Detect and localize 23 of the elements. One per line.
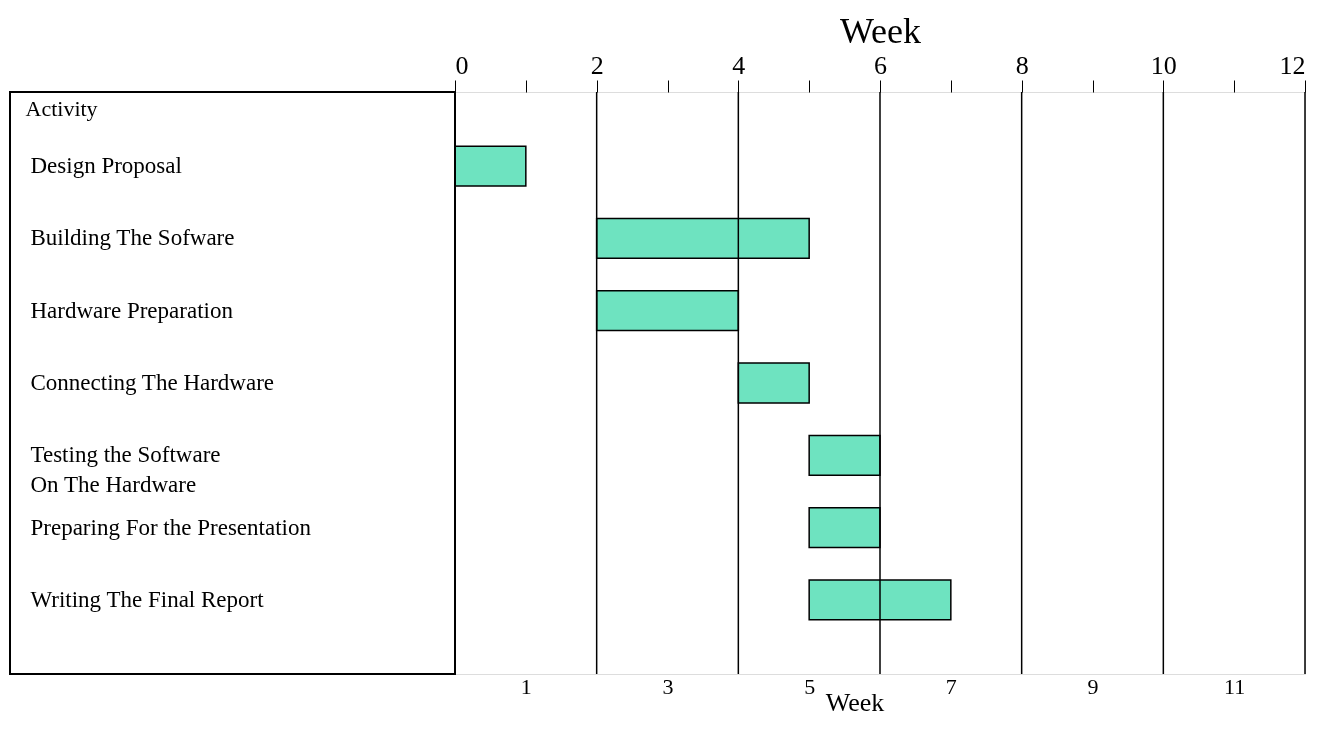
x2-tick-label: 2 [590, 50, 604, 80]
x-tick-label: 3 [662, 673, 674, 699]
x-tick-label: 7 [945, 673, 957, 699]
x2-tick-label: 12 [1279, 50, 1306, 80]
y-tick-label: Testing the Software On The Hardware [30, 442, 221, 498]
x-tick-label: 5 [804, 673, 816, 699]
x-tick-label: 9 [1087, 673, 1099, 699]
y-tick-label: Preparing For the Presentation [30, 514, 312, 540]
x2-tick-label: 4 [732, 50, 746, 80]
x-tick-label: 11 [1224, 673, 1246, 699]
x2-tick-label: 6 [874, 50, 887, 80]
y-tick-label: Building The Sofware [30, 225, 235, 251]
x2-tick-label: 0 [455, 50, 469, 80]
y-tick-label: Hardware Preparation [30, 297, 234, 323]
x2-axis-title: Week [839, 10, 922, 51]
x-axis-title: Week [825, 687, 885, 717]
y-tick-label: Connecting The Hardware [30, 370, 275, 395]
x-tick-label: 1 [520, 673, 532, 699]
y-axis-title: Activity [25, 95, 98, 121]
x2-tick-label: 8 [1015, 50, 1029, 80]
y-tick-label: Design Proposal [30, 153, 182, 179]
x2-tick-label: 10 [1150, 50, 1177, 80]
y-tick-label: Writing The Final Report [30, 586, 265, 612]
